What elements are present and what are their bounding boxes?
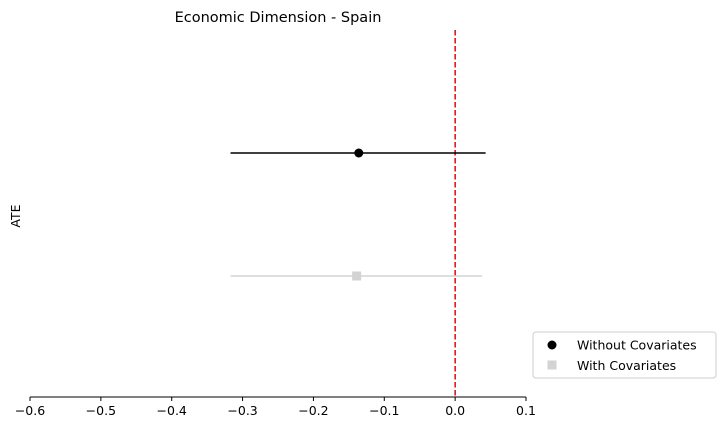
x-tick-label: −0.3 bbox=[227, 403, 257, 418]
legend-marker-without-covariates bbox=[547, 340, 557, 350]
x-tick-label: 0.1 bbox=[516, 403, 536, 418]
legend-label-without-covariates: Without Covariates bbox=[577, 338, 697, 353]
legend-marker-with-covariates bbox=[547, 360, 557, 370]
legend-frame bbox=[532, 331, 717, 379]
x-tick-label: −0.2 bbox=[298, 403, 328, 418]
legend: Without Covariates With Covariates bbox=[532, 331, 717, 379]
legend-label-with-covariates: With Covariates bbox=[577, 358, 676, 373]
x-tick-label: −0.1 bbox=[369, 403, 399, 418]
plot-area bbox=[230, 30, 486, 397]
x-tick-label: −0.6 bbox=[15, 403, 45, 418]
x-tick-label: −0.5 bbox=[86, 403, 116, 418]
point-with-covariates bbox=[352, 271, 362, 281]
point-without-covariates bbox=[354, 148, 364, 158]
y-axis-label: ATE bbox=[8, 204, 23, 227]
x-axis-ticks: −0.6 −0.5 −0.4 −0.3 −0.2 −0.1 0.0 0.1 bbox=[15, 397, 536, 418]
x-tick-label: 0.0 bbox=[445, 403, 465, 418]
x-tick-label: −0.4 bbox=[157, 403, 187, 418]
chart-title: Economic Dimension - Spain bbox=[175, 10, 382, 26]
